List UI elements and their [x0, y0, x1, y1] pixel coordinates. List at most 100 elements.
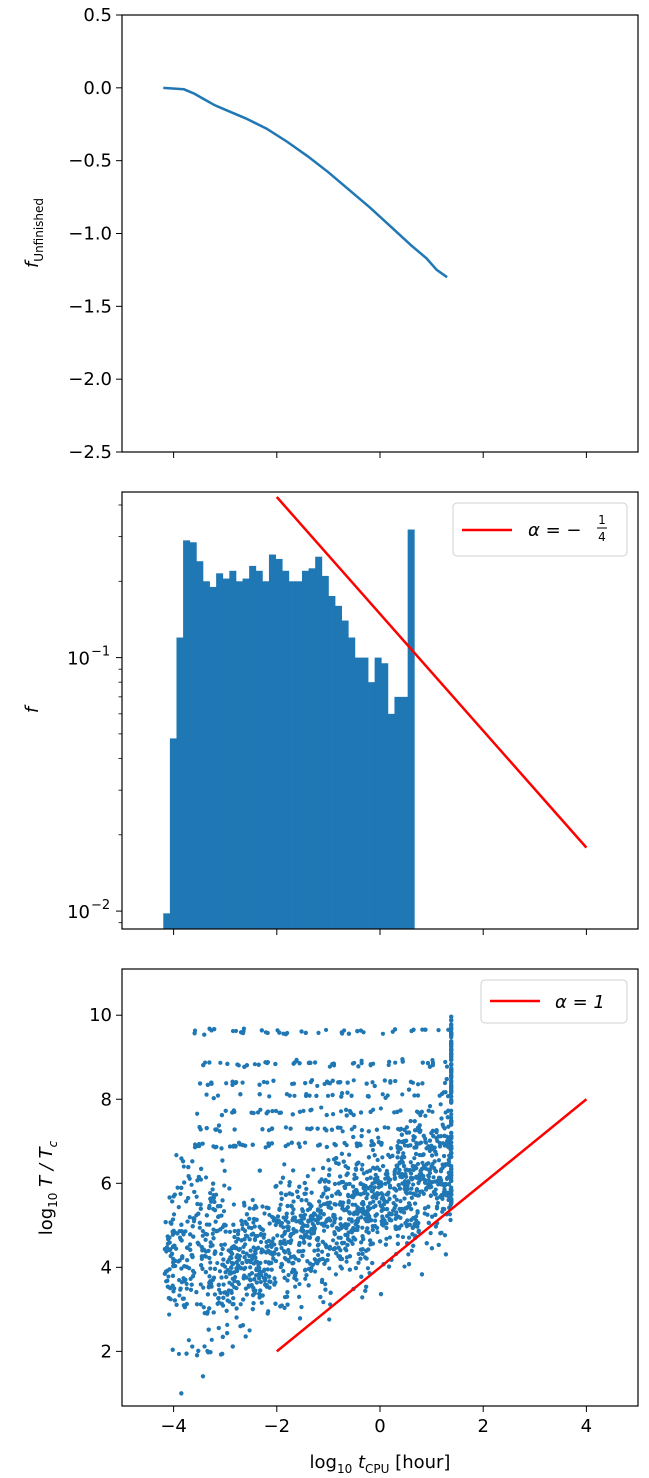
- scatter-point: [178, 1286, 183, 1291]
- scatter-point: [332, 1220, 337, 1225]
- scatter-point: [322, 1179, 327, 1184]
- scatter-point: [288, 1126, 293, 1131]
- scatter-point: [392, 1169, 397, 1174]
- scatter-point: [426, 1161, 431, 1166]
- scatter-point: [446, 1108, 451, 1113]
- scatter-point: [355, 1144, 360, 1149]
- scatter-point: [267, 1094, 272, 1099]
- scatter-point: [190, 1274, 196, 1279]
- scatter-point: [329, 1127, 335, 1132]
- scatter-point: [317, 1199, 322, 1204]
- scatter-point: [364, 1256, 369, 1261]
- scatter-point: [272, 1242, 277, 1247]
- scatter-point: [243, 1334, 248, 1339]
- scatter-point: [446, 1157, 451, 1162]
- scatter-point: [305, 1259, 310, 1264]
- scatter-point: [333, 1216, 338, 1221]
- scatter-point: [345, 1233, 350, 1238]
- scatter-point: [364, 1248, 369, 1253]
- scatter-point: [319, 1105, 324, 1110]
- scatter-point: [278, 1304, 283, 1309]
- scatter-point: [449, 1136, 454, 1141]
- y-tick-label: 0.0: [83, 78, 112, 99]
- scatter-point: [300, 1209, 305, 1214]
- scatter-point: [340, 1241, 345, 1246]
- scatter-point: [240, 1260, 245, 1266]
- scatter-point: [243, 1233, 249, 1238]
- scatter-point: [293, 1256, 298, 1261]
- scatter-point: [257, 1092, 262, 1097]
- scatter-point: [449, 1025, 454, 1030]
- scatter-point: [375, 1230, 380, 1235]
- scatter-point: [192, 1031, 197, 1036]
- histogram-bar: [295, 581, 303, 929]
- scatter-point: [256, 1062, 261, 1067]
- scatter-point: [385, 1171, 390, 1176]
- scatter-point: [408, 1171, 414, 1176]
- histogram-bar: [288, 581, 296, 929]
- scatter-point: [426, 1173, 431, 1178]
- scatter-point: [327, 1244, 333, 1249]
- scatter-point: [284, 1257, 289, 1262]
- panel-unfinished: 0.5 0.0 −0.5 −1.0 −1.5 −2.0 −2.5 fUnfinished: [22, 5, 639, 463]
- y-axis-label-scatter: log10 T / Tc: [36, 1140, 60, 1235]
- scatter-point: [286, 1272, 291, 1278]
- scatter-point: [167, 1312, 172, 1317]
- scatter-point: [353, 1265, 359, 1271]
- scatter-point: [231, 1296, 236, 1301]
- scatter-point: [315, 1247, 321, 1253]
- scatter-point: [320, 1249, 325, 1254]
- scatter-point: [205, 1292, 211, 1297]
- scatter-point: [231, 1222, 236, 1227]
- scatter-point: [304, 1273, 309, 1278]
- scatter-point: [247, 1277, 252, 1282]
- scatter-point: [176, 1205, 181, 1210]
- y-tick-label: −1.0: [68, 224, 112, 245]
- scatter-point: [380, 1216, 385, 1221]
- scatter-point: [236, 1281, 242, 1287]
- scatter-point: [373, 1203, 378, 1208]
- scatter-point: [449, 1163, 454, 1169]
- scatter-point: [200, 1374, 206, 1379]
- scatter-point: [372, 1083, 377, 1089]
- scatter-point: [449, 1146, 454, 1151]
- histogram-bar: [202, 581, 210, 929]
- histogram-bar: [361, 657, 369, 929]
- scatter-point: [284, 1211, 289, 1216]
- scatter-point: [249, 1271, 255, 1276]
- scatter-point: [259, 1300, 264, 1305]
- scatter-point: [345, 1080, 350, 1085]
- scatter-point: [222, 1242, 227, 1247]
- histogram-bar: [401, 696, 409, 929]
- scatter-point: [218, 1352, 224, 1357]
- scatter-point: [384, 1213, 390, 1219]
- scatter-point: [287, 1251, 292, 1256]
- scatter-point: [266, 1238, 271, 1243]
- scatter-point: [324, 1128, 329, 1133]
- histogram-bar: [282, 570, 290, 929]
- scatter-point: [238, 1266, 244, 1271]
- scatter-point: [400, 1059, 405, 1064]
- scatter-point: [261, 1249, 266, 1254]
- scatter-point: [327, 1266, 332, 1271]
- scatter-point: [257, 1291, 262, 1296]
- scatter-point: [384, 1207, 390, 1212]
- scatter-point: [436, 1028, 441, 1033]
- scatter-point: [394, 1197, 399, 1202]
- scatter-point: [257, 1224, 262, 1229]
- scatter-point: [408, 1079, 414, 1084]
- scatter-point: [188, 1287, 194, 1292]
- scatter-point: [341, 1159, 346, 1164]
- scatter-point: [405, 1187, 410, 1192]
- scatter-point: [233, 1143, 238, 1149]
- scatter-point: [171, 1289, 176, 1294]
- scatter-point: [349, 1127, 354, 1132]
- scatter-point: [216, 1214, 221, 1219]
- scatter-point: [428, 1193, 433, 1198]
- y-ticks-unfinished: 0.5 0.0 −0.5 −1.0 −1.5 −2.0 −2.5: [68, 5, 122, 463]
- scatter-point: [208, 1266, 213, 1271]
- scatter-point: [316, 1030, 321, 1035]
- scatter-point: [258, 1107, 263, 1112]
- scatter-point: [219, 1251, 224, 1257]
- scatter-point: [211, 1236, 216, 1241]
